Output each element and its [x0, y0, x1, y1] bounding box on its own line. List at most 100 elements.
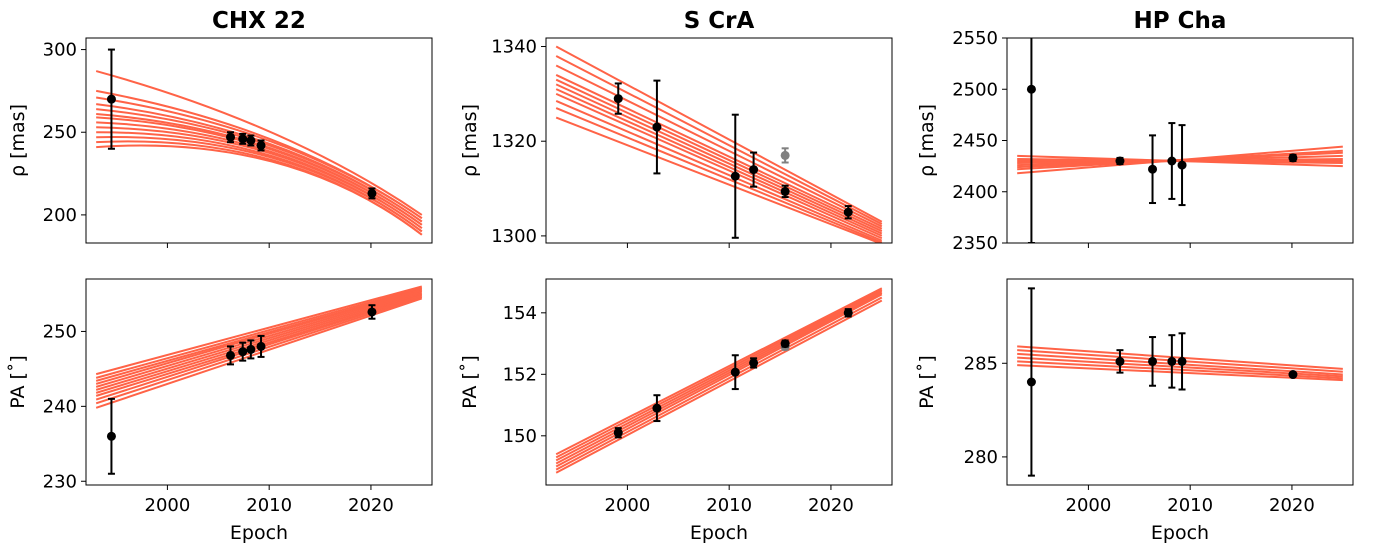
y-tick-label: 250: [43, 321, 77, 342]
model-track: [96, 144, 423, 236]
y-tick-label: 2450: [952, 131, 998, 152]
panel-1: 200 250 300 ρ [mas] CHX 22: [7, 8, 433, 248]
data-point: [1167, 356, 1177, 366]
panel-4: 2000 2010 2020 230 240 250 PA [˚] Epoch: [7, 278, 433, 544]
data-point: [367, 307, 377, 317]
data-point: [652, 403, 662, 413]
model-track: [555, 45, 883, 223]
data-point: [226, 132, 236, 142]
x-axis-label: Epoch: [1151, 522, 1209, 544]
data-point: [1115, 356, 1125, 366]
data-point: [1167, 156, 1177, 166]
plot-area: [95, 48, 423, 236]
data-point: [749, 165, 759, 175]
model-track: [96, 96, 423, 220]
model-track: [555, 290, 883, 462]
data-point: [749, 358, 759, 368]
data-point: [1288, 153, 1298, 163]
data-point: [1148, 164, 1158, 174]
model-track: [96, 108, 423, 223]
model-track: [555, 288, 883, 459]
y-tick-label: 230: [43, 471, 77, 492]
model-track: [95, 70, 423, 216]
data-point: [367, 188, 377, 198]
model-track: [1017, 364, 1343, 382]
model-track: [555, 88, 883, 237]
data-point: [1026, 84, 1036, 94]
data-point: [1288, 370, 1298, 380]
data-point: [613, 94, 623, 104]
model-track: [555, 299, 883, 474]
x-tick-label: 2000: [1066, 495, 1112, 516]
model-track: [555, 55, 883, 225]
data-point: [1115, 156, 1125, 166]
model-track: [555, 291, 883, 465]
y-axis-label: PA [˚]: [7, 355, 29, 409]
model-track: [555, 78, 883, 233]
axes-frame: [1006, 37, 1354, 244]
data-point: [226, 350, 236, 360]
data-point: [613, 428, 623, 438]
y-tick-label: 2500: [952, 79, 998, 100]
model-track: [555, 64, 883, 228]
model-track: [95, 285, 423, 376]
model-track: [555, 107, 883, 243]
y-tick-label: 1340: [491, 37, 537, 58]
plot-area: [555, 45, 883, 243]
x-axis-label: Epoch: [230, 522, 288, 544]
panel-title: CHX 22: [212, 8, 306, 34]
data-point: [1177, 160, 1187, 170]
outlier-point: [780, 150, 790, 160]
model-track: [1017, 356, 1343, 378]
panel-5: 2000 2010 2020 150 152 154 PA [˚] Epoch: [459, 278, 893, 544]
y-tick-label: 200: [43, 205, 77, 226]
data-point: [652, 122, 662, 132]
y-axis-label: PA [˚]: [916, 355, 938, 409]
x-tick-label: 2010: [706, 495, 752, 516]
plot-area: [1017, 38, 1343, 243]
y-axis-label: ρ [mas]: [916, 104, 938, 177]
model-track: [95, 290, 423, 388]
axes-frame: [545, 278, 893, 486]
model-track: [555, 293, 883, 468]
x-tick-label: 2010: [246, 495, 292, 516]
y-tick-label: 150: [503, 426, 537, 447]
y-tick-label: 154: [503, 303, 537, 324]
data-point: [1177, 356, 1187, 366]
data-point: [238, 347, 248, 357]
y-tick-label: 300: [43, 40, 77, 61]
model-track: [555, 287, 883, 456]
model-track: [555, 100, 883, 242]
data-point: [246, 344, 256, 354]
model-track: [96, 135, 423, 233]
data-point: [780, 186, 790, 196]
model-track: [1017, 360, 1343, 380]
axes-frame: [85, 37, 433, 244]
model-track: [95, 287, 423, 379]
model-track: [1017, 145, 1343, 175]
y-tick-label: 2400: [952, 182, 998, 203]
model-track: [96, 126, 423, 229]
x-tick-label: 2020: [1269, 495, 1315, 516]
axes-frame: [1006, 278, 1354, 486]
plot-area: [95, 285, 423, 475]
y-axis-label: ρ [mas]: [7, 104, 29, 177]
data-point: [246, 136, 256, 145]
x-tick-label: 2020: [348, 495, 394, 516]
data-point: [1148, 356, 1158, 366]
y-tick-label: 2550: [952, 28, 998, 49]
data-point: [730, 367, 740, 377]
data-point: [780, 339, 790, 349]
model-track: [95, 297, 423, 409]
x-tick-label: 2020: [808, 495, 854, 516]
panel-title: HP Cha: [1134, 8, 1227, 34]
y-tick-label: 152: [503, 364, 537, 385]
x-tick-label: 2000: [145, 495, 191, 516]
data-point: [843, 308, 853, 318]
panel-3: 2350 2400 2450 2500 2550 ρ [mas] HP Cha: [916, 8, 1354, 254]
data-point: [1026, 377, 1036, 387]
x-axis-label: Epoch: [690, 522, 748, 544]
y-axis-label: PA [˚]: [459, 355, 481, 409]
plot-area: [555, 287, 883, 474]
